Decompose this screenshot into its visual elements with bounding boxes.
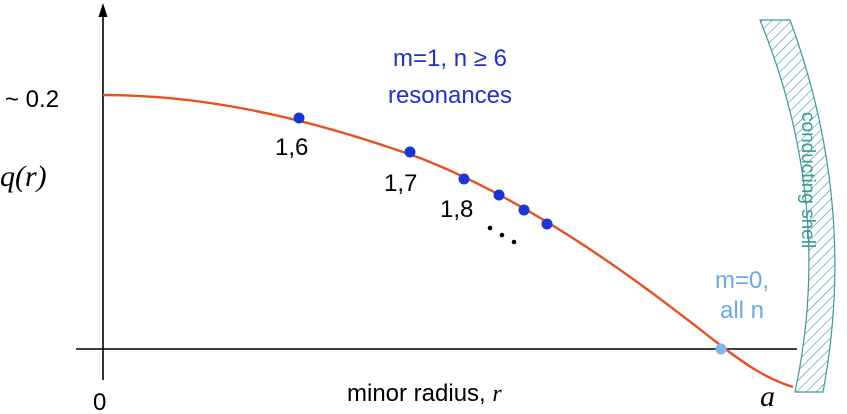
label-1-8: 1,8	[440, 196, 473, 223]
y-axis-label: q(r)	[0, 160, 47, 193]
resonance-dot-1-7	[404, 146, 416, 158]
shell-label: conducting shell	[797, 112, 818, 248]
resonance-dot-1-6	[293, 112, 305, 124]
label-1-6: 1,6	[275, 134, 308, 161]
conducting-shell	[759, 19, 836, 393]
m0-resonance-dot	[715, 343, 727, 355]
x-axis-label-text: minor radius,	[347, 380, 492, 407]
ellipsis-dot	[499, 232, 505, 238]
resonance-dot-1-8	[458, 173, 470, 185]
origin-label: 0	[93, 389, 106, 414]
resonances-heading-line1: m=1, n ≥ 6	[393, 45, 507, 72]
y-tick-label: ~ 0.2	[5, 86, 59, 113]
label-1-7: 1,7	[384, 170, 417, 197]
y-axis-arrow	[98, 3, 108, 17]
ellipsis-dot	[487, 225, 493, 231]
resonance-dot-1-9	[493, 189, 505, 201]
resonances-heading-line2: resonances	[388, 82, 512, 109]
x-axis-end-label: a	[760, 380, 775, 413]
ellipsis-dot	[511, 239, 517, 245]
x-axis-label-var: r	[492, 381, 502, 407]
m0-label-line1: m=0,	[715, 267, 769, 294]
q-profile-curve	[102, 93, 794, 389]
resonance-dot-1-11	[541, 218, 553, 230]
x-axis-label: minor radius, r	[347, 380, 502, 407]
resonance-dot-1-10	[518, 204, 530, 216]
m0-label-line2: all n	[720, 297, 764, 324]
